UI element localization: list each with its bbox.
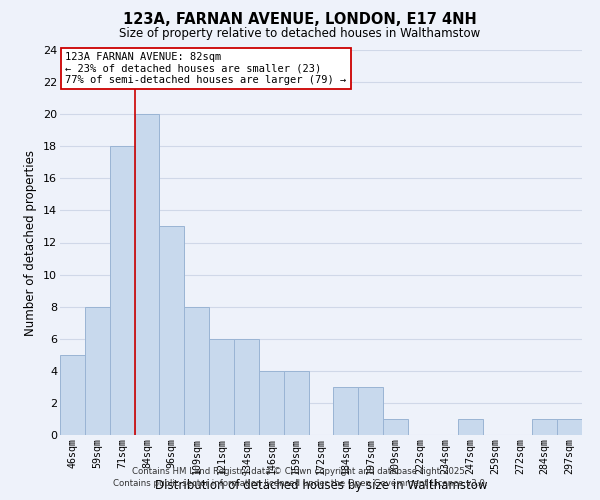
Bar [259, 371, 284, 435]
X-axis label: Distribution of detached houses by size in Walthamstow: Distribution of detached houses by size … [155, 480, 487, 492]
Bar [234, 339, 259, 435]
Bar [334, 387, 358, 435]
Bar [383, 419, 408, 435]
Bar [284, 371, 308, 435]
Bar [85, 306, 110, 435]
Bar [110, 146, 134, 435]
Bar [532, 419, 557, 435]
Bar [60, 355, 85, 435]
Text: 123A FARNAN AVENUE: 82sqm
← 23% of detached houses are smaller (23)
77% of semi-: 123A FARNAN AVENUE: 82sqm ← 23% of detac… [65, 52, 346, 85]
Bar [184, 306, 209, 435]
Bar [557, 419, 582, 435]
Bar [458, 419, 482, 435]
Bar [134, 114, 160, 435]
Text: Contains HM Land Registry data © Crown copyright and database right 2025.
Contai: Contains HM Land Registry data © Crown c… [113, 466, 487, 487]
Bar [209, 339, 234, 435]
Text: Size of property relative to detached houses in Walthamstow: Size of property relative to detached ho… [119, 28, 481, 40]
Bar [160, 226, 184, 435]
Bar [358, 387, 383, 435]
Y-axis label: Number of detached properties: Number of detached properties [25, 150, 37, 336]
Text: 123A, FARNAN AVENUE, LONDON, E17 4NH: 123A, FARNAN AVENUE, LONDON, E17 4NH [123, 12, 477, 28]
